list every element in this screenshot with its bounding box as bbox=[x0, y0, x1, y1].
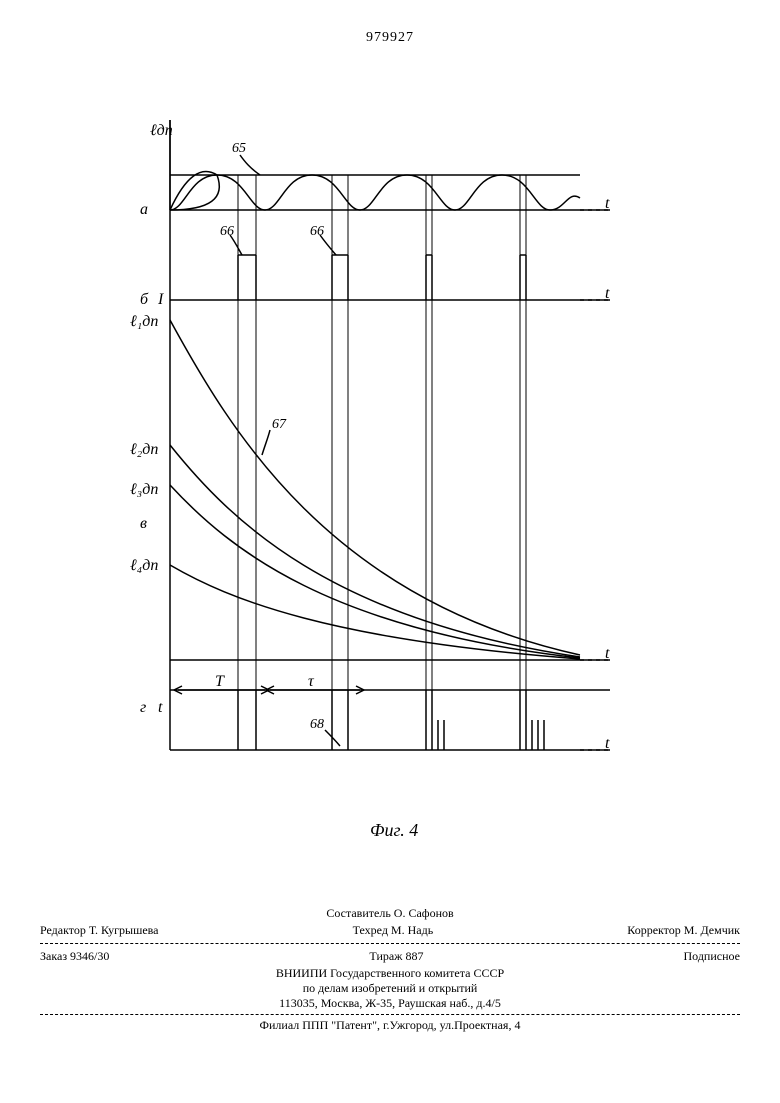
divider-2 bbox=[40, 1014, 740, 1015]
corrector-credit: Корректор М. Демчик bbox=[627, 923, 740, 938]
y-label-l4: ℓ₄дп bbox=[130, 557, 158, 574]
composer-line: Составитель О. Сафонов bbox=[40, 906, 740, 921]
callout-65: 65 bbox=[232, 141, 246, 156]
divider bbox=[40, 943, 740, 944]
address-line: 113035, Москва, Ж-35, Раушская наб., д.4… bbox=[40, 996, 740, 1011]
label-g-t: t bbox=[158, 699, 163, 716]
callout-67: 67 bbox=[272, 417, 287, 432]
label-T: T bbox=[215, 673, 225, 690]
callout-68: 68 bbox=[310, 717, 324, 732]
tirage: Тираж 887 bbox=[369, 949, 423, 964]
x-axis-t-d: t bbox=[605, 735, 610, 752]
figure-caption: Фиг. 4 bbox=[370, 820, 418, 841]
y-axis-label-a: ℓдп bbox=[150, 122, 173, 139]
figure-svg: ℓдп t а 65 б I t 66 66 ℓ₁дп ℓ₂дп ℓ₃дп ℓ₄… bbox=[110, 120, 630, 800]
branch-line: Филиал ППП "Патент", г.Ужгород, ул.Проек… bbox=[40, 1018, 740, 1033]
order-number: Заказ 9346/30 bbox=[40, 949, 109, 964]
x-axis-t-a: t bbox=[605, 195, 610, 212]
row-label-v: в bbox=[140, 515, 147, 532]
figure-4: ℓдп t а 65 б I t 66 66 ℓ₁дп ℓ₂дп ℓ₃дп ℓ₄… bbox=[110, 120, 630, 800]
credits-row: Редактор Т. Кугрышева Техред М. Надь Кор… bbox=[40, 921, 740, 940]
row-label-b: б bbox=[140, 291, 149, 308]
x-axis-t-b: t bbox=[605, 285, 610, 302]
row-label-g: г bbox=[140, 699, 146, 716]
row-label-a: а bbox=[140, 201, 148, 218]
y-label-l3: ℓ₃дп bbox=[130, 481, 158, 498]
y-label-l2: ℓ₂дп bbox=[130, 441, 158, 458]
label-I: I bbox=[157, 291, 164, 308]
org-line-2: по делам изобретений и открытий bbox=[40, 981, 740, 996]
editor-credit: Редактор Т. Кугрышева bbox=[40, 923, 159, 938]
label-tau: τ bbox=[308, 673, 315, 690]
callout-66-2: 66 bbox=[310, 224, 324, 239]
x-axis-t-c: t bbox=[605, 645, 610, 662]
org-line-1: ВНИИПИ Государственного комитета СССР bbox=[40, 966, 740, 981]
page-number: 979927 bbox=[366, 30, 414, 46]
y-label-l1: ℓ₁дп bbox=[130, 313, 158, 330]
callout-66-1: 66 bbox=[220, 224, 234, 239]
colophon-footer: Составитель О. Сафонов Редактор Т. Кугры… bbox=[40, 906, 740, 1033]
subscription: Подписное bbox=[684, 949, 741, 964]
techred-credit: Техред М. Надь bbox=[353, 923, 434, 938]
order-row: Заказ 9346/30 Тираж 887 Подписное bbox=[40, 947, 740, 966]
